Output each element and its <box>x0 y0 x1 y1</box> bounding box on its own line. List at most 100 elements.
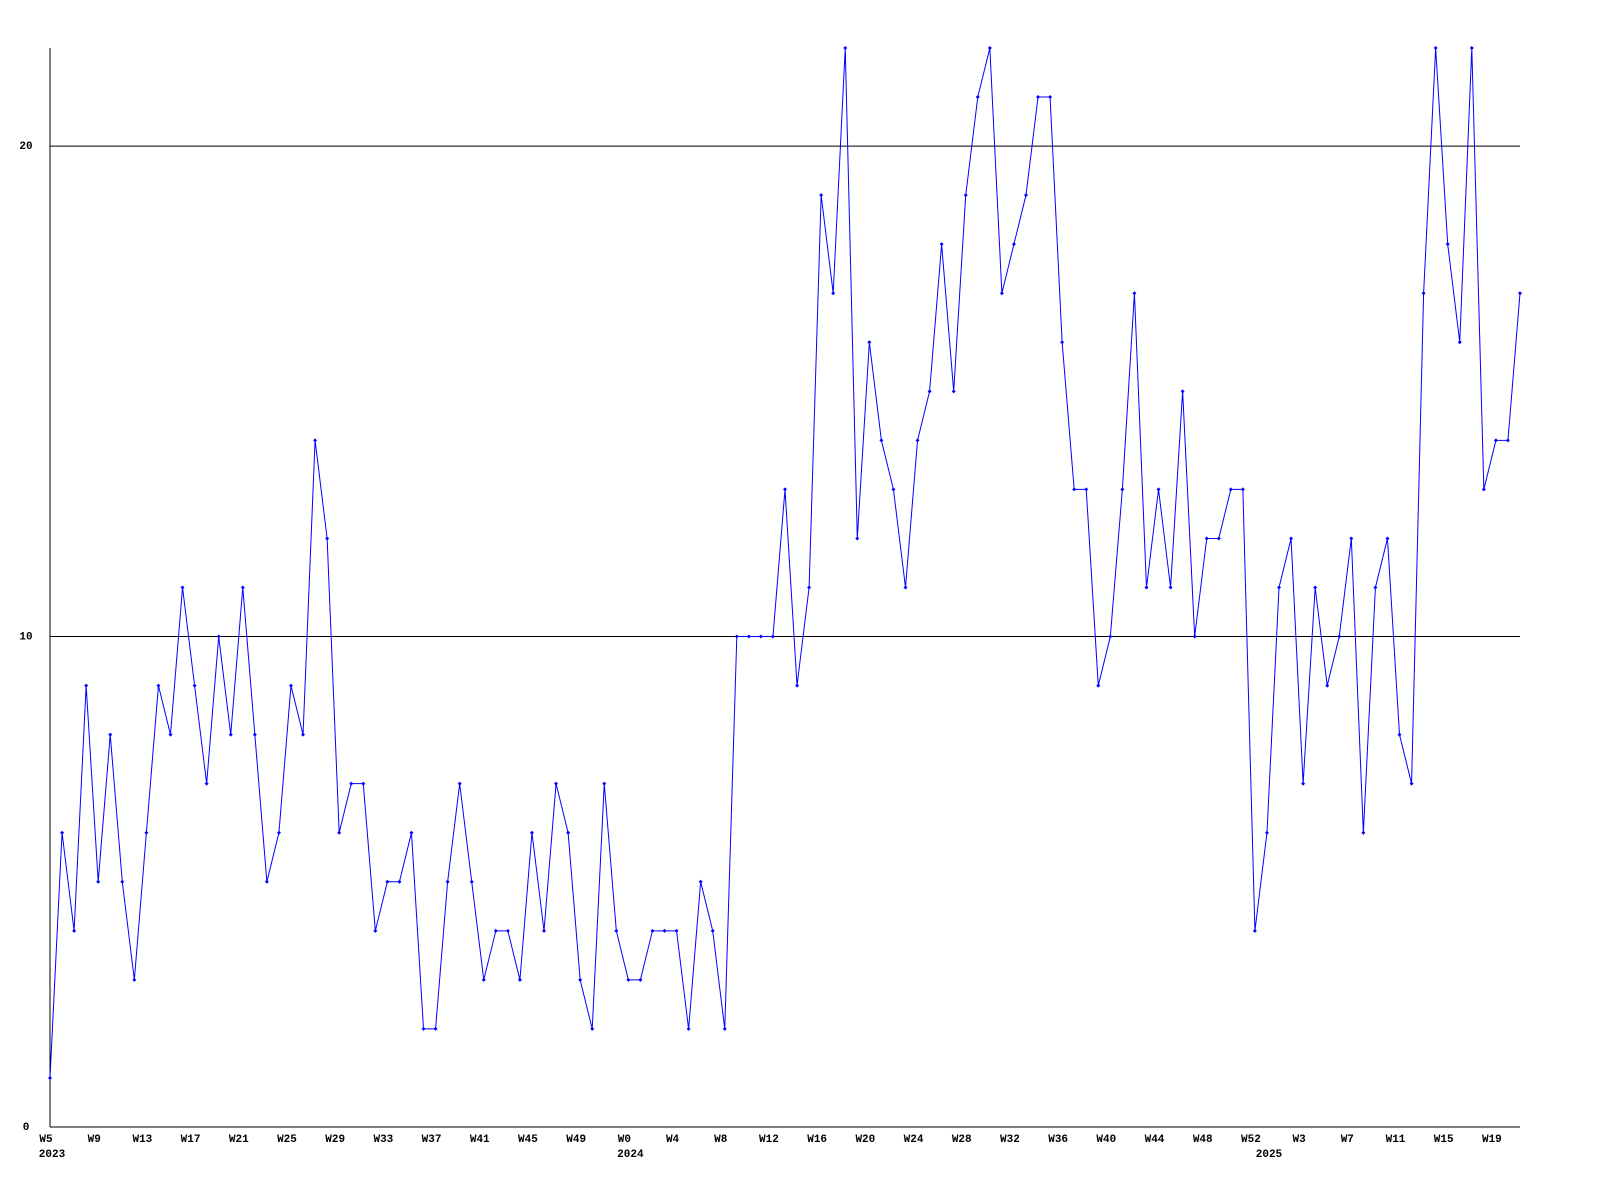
x-tick-label: W19 <box>1482 1134 1502 1146</box>
x-tick-label: W44 <box>1145 1134 1165 1146</box>
data-point <box>1228 487 1233 492</box>
x-tick-label: W17 <box>181 1134 201 1146</box>
data-point <box>1264 830 1269 835</box>
data-point <box>505 928 510 933</box>
x-tick-label: W37 <box>422 1134 442 1146</box>
data-point <box>144 830 149 835</box>
data-point <box>807 585 812 590</box>
data-point <box>1036 95 1041 100</box>
data-point <box>867 340 872 345</box>
year-label: 2024 <box>617 1149 644 1161</box>
data-point <box>301 732 306 737</box>
data-point <box>240 585 245 590</box>
data-point <box>891 487 896 492</box>
data-point <box>903 585 908 590</box>
data-point <box>987 46 992 50</box>
data-point <box>566 830 571 835</box>
data-point <box>325 536 330 541</box>
data-point <box>674 928 679 933</box>
data-point <box>975 95 980 100</box>
data-point <box>349 781 354 786</box>
data-point <box>1144 585 1149 590</box>
data-point <box>1493 438 1498 443</box>
data-point <box>843 46 848 50</box>
y-tick-label: 20 <box>19 141 32 153</box>
data-point <box>204 781 209 786</box>
data-point <box>108 732 113 737</box>
data-point <box>313 438 318 443</box>
data-point <box>1445 242 1450 247</box>
x-tick-label: W21 <box>229 1134 249 1146</box>
x-tick-label: W45 <box>518 1134 538 1146</box>
x-tick-label: W36 <box>1048 1134 1068 1146</box>
data-point <box>84 683 89 688</box>
data-point <box>288 683 293 688</box>
year-label: 2025 <box>1256 1149 1283 1161</box>
data-point <box>1325 683 1330 688</box>
data-point <box>96 879 101 884</box>
data-point <box>963 193 968 198</box>
data-point <box>879 438 884 443</box>
data-point <box>1518 291 1522 296</box>
data-point <box>264 879 269 884</box>
data-point <box>1216 536 1221 541</box>
data-point <box>1132 291 1137 296</box>
data-point <box>1192 634 1197 639</box>
data-point <box>228 732 233 737</box>
data-point <box>337 830 342 835</box>
data-point <box>457 781 462 786</box>
data-point <box>1072 487 1077 492</box>
data-point <box>168 732 173 737</box>
data-point <box>927 389 932 394</box>
data-point <box>1337 634 1342 639</box>
data-point <box>710 928 715 933</box>
data-point <box>1457 340 1462 345</box>
x-tick-label: W20 <box>855 1134 875 1146</box>
x-tick-label: W11 <box>1386 1134 1406 1146</box>
data-point <box>216 634 221 639</box>
data-point <box>493 928 498 933</box>
data-point <box>1289 536 1294 541</box>
x-tick-label: W41 <box>470 1134 490 1146</box>
data-point <box>180 585 185 590</box>
data-point <box>1023 193 1028 198</box>
data-point <box>469 879 474 884</box>
data-point <box>1361 830 1366 835</box>
x-tick-label: W49 <box>566 1134 586 1146</box>
x-tick-label: W25 <box>277 1134 297 1146</box>
data-point <box>554 781 559 786</box>
data-point <box>686 1026 691 1031</box>
data-point <box>1505 438 1510 443</box>
data-point <box>999 291 1004 296</box>
x-tick-label: W28 <box>952 1134 972 1146</box>
series-line <box>49 47 1521 1078</box>
data-point <box>373 928 378 933</box>
data-point <box>578 977 583 982</box>
data-point <box>831 291 836 296</box>
data-point <box>1204 536 1209 541</box>
data-point <box>409 830 414 835</box>
data-point <box>855 536 860 541</box>
data-point <box>1385 536 1390 541</box>
year-label: 2023 <box>39 1149 66 1161</box>
data-point <box>252 732 257 737</box>
data-point <box>433 1026 438 1031</box>
x-tick-label: W0 <box>618 1134 631 1146</box>
data-point <box>722 1026 727 1031</box>
data-point <box>542 928 547 933</box>
data-point <box>385 879 390 884</box>
data-point <box>626 977 631 982</box>
x-tick-label: W5 <box>39 1134 53 1146</box>
data-point <box>1421 291 1426 296</box>
data-point <box>1433 46 1438 50</box>
data-point <box>638 977 643 982</box>
data-point <box>1120 487 1125 492</box>
data-point <box>1084 487 1089 492</box>
data-point <box>517 977 522 982</box>
x-tick-label: W9 <box>88 1134 101 1146</box>
data-point <box>1301 781 1306 786</box>
data-point <box>819 193 824 198</box>
data-point <box>72 928 77 933</box>
